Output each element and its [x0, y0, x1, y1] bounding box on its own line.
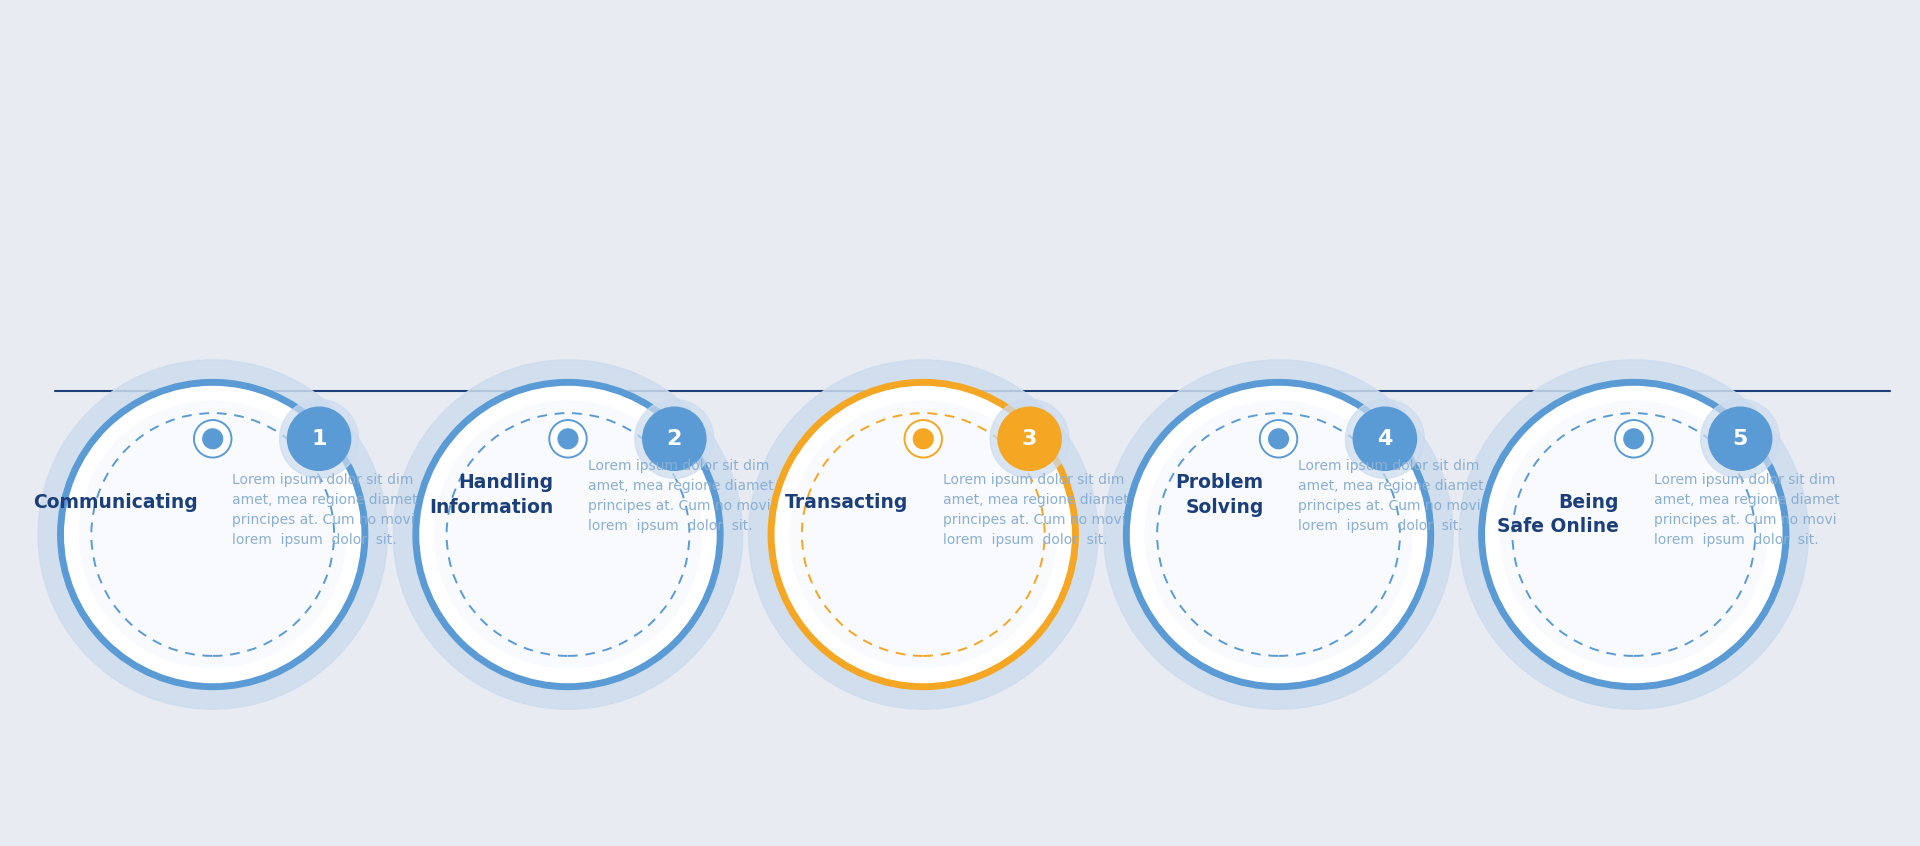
Circle shape	[1131, 387, 1427, 683]
Circle shape	[1104, 360, 1453, 709]
Text: 3: 3	[1021, 429, 1037, 448]
Circle shape	[549, 420, 588, 458]
Circle shape	[1459, 360, 1809, 709]
Circle shape	[58, 380, 367, 689]
Text: Handling
Information: Handling Information	[428, 473, 553, 517]
Circle shape	[789, 401, 1056, 667]
Circle shape	[420, 387, 716, 683]
Circle shape	[288, 407, 351, 470]
Text: Problem
Solving: Problem Solving	[1175, 473, 1263, 517]
Circle shape	[991, 399, 1069, 478]
Circle shape	[204, 429, 223, 448]
Circle shape	[768, 380, 1079, 689]
Circle shape	[194, 420, 232, 458]
Text: 1: 1	[311, 429, 326, 448]
Circle shape	[914, 429, 933, 448]
Circle shape	[1501, 401, 1766, 667]
Circle shape	[38, 360, 388, 709]
Circle shape	[1123, 380, 1434, 689]
Circle shape	[1701, 399, 1780, 478]
Text: 4: 4	[1377, 429, 1392, 448]
Text: Lorem ipsum dolor sit dim
amet, mea regione diamet
principes at. Cum no movi
lor: Lorem ipsum dolor sit dim amet, mea regi…	[1653, 473, 1839, 547]
Text: Communicating: Communicating	[33, 493, 198, 512]
Circle shape	[1146, 401, 1411, 667]
Circle shape	[1624, 429, 1644, 448]
Circle shape	[559, 429, 578, 448]
Circle shape	[280, 399, 359, 478]
Circle shape	[65, 387, 361, 683]
Circle shape	[434, 401, 701, 667]
Circle shape	[904, 420, 943, 458]
Text: Being
Safe Online: Being Safe Online	[1498, 493, 1619, 536]
Text: Lorem ipsum dolor sit dim
amet, mea regione diamet
principes at. Cum no movi
lor: Lorem ipsum dolor sit dim amet, mea regi…	[588, 459, 774, 533]
Circle shape	[776, 387, 1071, 683]
Text: Transacting: Transacting	[785, 493, 908, 512]
Circle shape	[79, 401, 346, 667]
Text: Lorem ipsum dolor sit dim
amet, mea regione diamet
principes at. Cum no movi
lor: Lorem ipsum dolor sit dim amet, mea regi…	[232, 473, 419, 547]
Text: Lorem ipsum dolor sit dim
amet, mea regione diamet
principes at. Cum no movi
lor: Lorem ipsum dolor sit dim amet, mea regi…	[1298, 459, 1484, 533]
Circle shape	[1260, 420, 1298, 458]
Circle shape	[1709, 407, 1772, 470]
Circle shape	[643, 407, 707, 470]
Circle shape	[1478, 380, 1789, 689]
Circle shape	[1615, 420, 1653, 458]
Circle shape	[1354, 407, 1417, 470]
Circle shape	[1346, 399, 1425, 478]
Circle shape	[1269, 429, 1288, 448]
Circle shape	[413, 380, 724, 689]
Circle shape	[998, 407, 1062, 470]
Text: 5: 5	[1732, 429, 1747, 448]
Text: 2: 2	[666, 429, 682, 448]
Circle shape	[394, 360, 743, 709]
Text: Lorem ipsum dolor sit dim
amet, mea regione diamet
principes at. Cum no movi
lor: Lorem ipsum dolor sit dim amet, mea regi…	[943, 473, 1129, 547]
Circle shape	[636, 399, 714, 478]
Circle shape	[1486, 387, 1782, 683]
Circle shape	[749, 360, 1098, 709]
